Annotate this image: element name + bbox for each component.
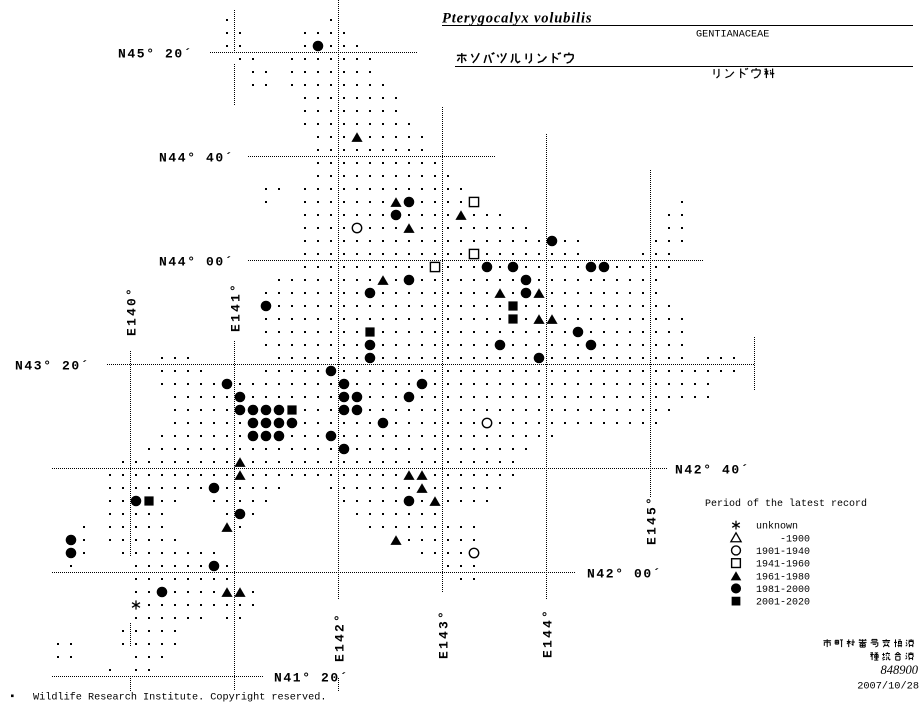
svg-text:Wildlife Research Institute. C: Wildlife Research Institute. Copyright r… xyxy=(33,692,326,703)
svg-text:N41° 20´: N41° 20´ xyxy=(274,671,349,686)
svg-text:1961-1980: 1961-1980 xyxy=(756,572,810,583)
svg-text:E142°: E142° xyxy=(333,612,348,662)
svg-text:848900: 848900 xyxy=(881,663,919,677)
svg-text:unknown: unknown xyxy=(756,521,798,533)
svg-text:N44° 00´: N44° 00´ xyxy=(159,255,234,270)
svg-text:N42° 40´: N42° 40´ xyxy=(675,463,750,478)
svg-text:2007/10/28: 2007/10/28 xyxy=(857,681,919,693)
svg-text:GENTIANACEAE: GENTIANACEAE xyxy=(696,30,769,41)
svg-text:E145°: E145° xyxy=(645,495,660,545)
svg-text:2001-2020: 2001-2020 xyxy=(756,598,810,609)
svg-text:E140°: E140° xyxy=(125,286,140,336)
svg-text:N44° 40´: N44° 40´ xyxy=(159,151,234,166)
svg-text:1941-1960: 1941-1960 xyxy=(756,560,810,571)
svg-text:1901-1940: 1901-1940 xyxy=(756,547,810,558)
svg-text:Period of the latest record: Period of the latest record xyxy=(705,498,867,510)
svg-text:E141°: E141° xyxy=(229,282,244,332)
svg-text:-1900: -1900 xyxy=(756,534,810,545)
svg-text:Pterygocalyx volubilis: Pterygocalyx volubilis xyxy=(442,11,592,27)
svg-text:N43° 20´: N43° 20´ xyxy=(15,359,90,374)
svg-text:E144°: E144° xyxy=(541,608,556,658)
svg-text:N42° 00´: N42° 00´ xyxy=(587,567,662,582)
svg-text:1981-2000: 1981-2000 xyxy=(756,585,810,596)
svg-text:N45° 20´: N45° 20´ xyxy=(118,47,193,62)
svg-text:E143°: E143° xyxy=(437,609,452,659)
